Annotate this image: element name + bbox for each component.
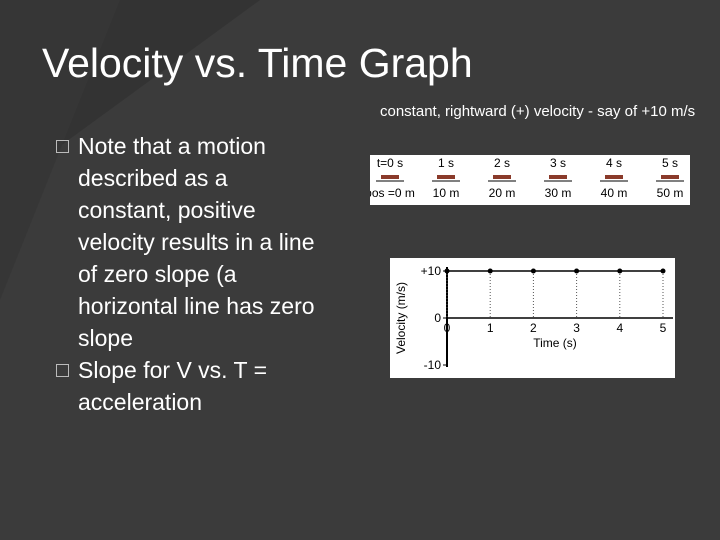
x-tick-label: 5	[660, 321, 667, 335]
car	[493, 175, 511, 179]
car	[381, 175, 399, 179]
x-tick-label: 0	[444, 321, 451, 335]
position-label: pos =0 m	[370, 186, 415, 200]
y-axis-label: Velocity (m/s)	[394, 282, 408, 354]
y-tick-label: +10	[421, 264, 442, 278]
car	[605, 175, 623, 179]
data-point	[660, 268, 666, 274]
caption: constant, rightward (+) velocity - say o…	[380, 103, 696, 120]
motion-strip: t=0 s pos =0 m 1 s 10 m 2 s 20 m 3 s 30 m 4 s 40 …	[370, 155, 690, 205]
velocity-graph: +10 0 -10 0 1 2 3 4 5 Time (s) Velocity (m/s)	[390, 258, 675, 378]
x-tick-label: 3	[573, 321, 580, 335]
position-label: 20 m	[489, 186, 516, 200]
data-point	[574, 268, 580, 274]
data-point	[444, 268, 450, 274]
time-label: t=0 s	[377, 156, 403, 170]
car	[549, 175, 567, 179]
time-label: 4 s	[606, 156, 622, 170]
slide-title: Velocity vs. Time Graph	[42, 40, 473, 86]
x-tick-label: 2	[530, 321, 537, 335]
time-label: 2 s	[494, 156, 510, 170]
x-tick-label: 1	[487, 321, 494, 335]
time-label: 3 s	[550, 156, 566, 170]
time-label: 5 s	[662, 156, 678, 170]
data-point	[617, 268, 623, 274]
time-label: 1 s	[438, 156, 454, 170]
bullet: Note that a motion described as a consta…	[56, 130, 316, 354]
data-point	[530, 268, 536, 274]
position-label: 30 m	[545, 186, 572, 200]
x-axis-label: Time (s)	[533, 336, 577, 350]
bg-shape	[0, 0, 120, 300]
car	[661, 175, 679, 179]
position-label: 10 m	[433, 186, 460, 200]
x-tick-label: 4	[616, 321, 623, 335]
bullet-list: Note that a motion described as a consta…	[56, 130, 316, 418]
car	[437, 175, 455, 179]
bullet: Slope for V vs. T = acceleration	[56, 354, 316, 418]
y-tick-label: 0	[434, 311, 441, 325]
position-label: 40 m	[601, 186, 628, 200]
data-point	[487, 268, 493, 274]
position-label: 50 m	[657, 186, 684, 200]
y-tick-label: -10	[424, 358, 442, 372]
